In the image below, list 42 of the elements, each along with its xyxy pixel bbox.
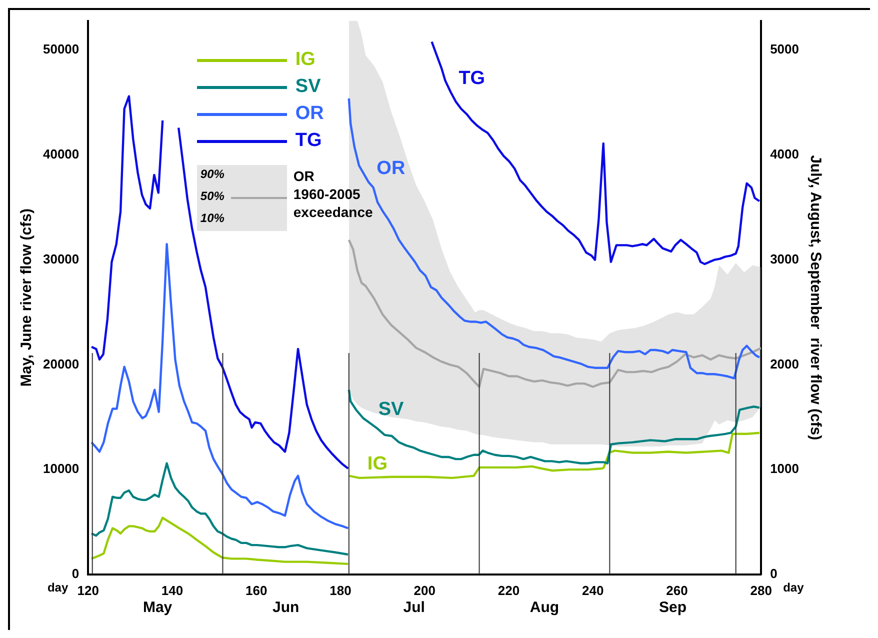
text: May xyxy=(142,599,173,616)
x-axis-title: day xyxy=(47,580,68,595)
series-label: OR xyxy=(376,158,406,179)
y-axis-title: May, June river flow (cfs) xyxy=(18,208,36,387)
text: Sep xyxy=(659,599,687,616)
annotation: 50% xyxy=(200,188,224,203)
series-label: IG xyxy=(367,454,388,475)
legend-label: SV xyxy=(295,76,321,98)
x-tick-label: 280 xyxy=(750,582,772,598)
x-tick-label: 120 xyxy=(77,582,99,598)
annotation: 10% xyxy=(200,210,224,225)
text: day xyxy=(783,580,804,595)
x-tick-label: 140 xyxy=(161,582,184,598)
x-tick-label: 240 xyxy=(582,582,604,598)
y2-tick-label: 3000 xyxy=(770,251,799,266)
annotation: 90% xyxy=(200,166,224,181)
y2-tick-label: 2000 xyxy=(770,356,799,372)
y-tick-label: 0 xyxy=(72,566,80,581)
y-tick-label: 10000 xyxy=(42,461,80,476)
text: Jun xyxy=(272,599,300,616)
legend-label: IG xyxy=(295,49,316,72)
x-tick-label: 220 xyxy=(498,582,520,598)
y-tick-label: 50000 xyxy=(42,42,80,57)
y2-tick-label: 4000 xyxy=(770,146,799,162)
y2-axis-title: July, August, September river flow (cfs) xyxy=(806,155,824,440)
series-label: SV xyxy=(378,399,404,420)
x-tick-label: 160 xyxy=(246,582,268,598)
y-tick-label: 40000 xyxy=(42,146,80,162)
y-tick-label: 20000 xyxy=(42,356,80,372)
y2-tick-label: 1000 xyxy=(770,461,799,476)
text: Aug xyxy=(530,599,560,616)
x-tick-label: 200 xyxy=(414,582,436,598)
y2-tick-label: 0 xyxy=(770,566,778,581)
legend-label: OR xyxy=(295,103,324,126)
x-tick-label: 260 xyxy=(666,582,688,598)
y2-tick-label: 5000 xyxy=(770,42,799,57)
text: Jul xyxy=(403,599,425,616)
legend-label: OR 1960-2005 exceedance xyxy=(293,168,374,221)
legend-label: TG xyxy=(295,130,322,152)
x-tick-label: 180 xyxy=(330,582,352,598)
series-label: TG xyxy=(458,68,486,89)
y-tick-label: 30000 xyxy=(42,251,80,266)
